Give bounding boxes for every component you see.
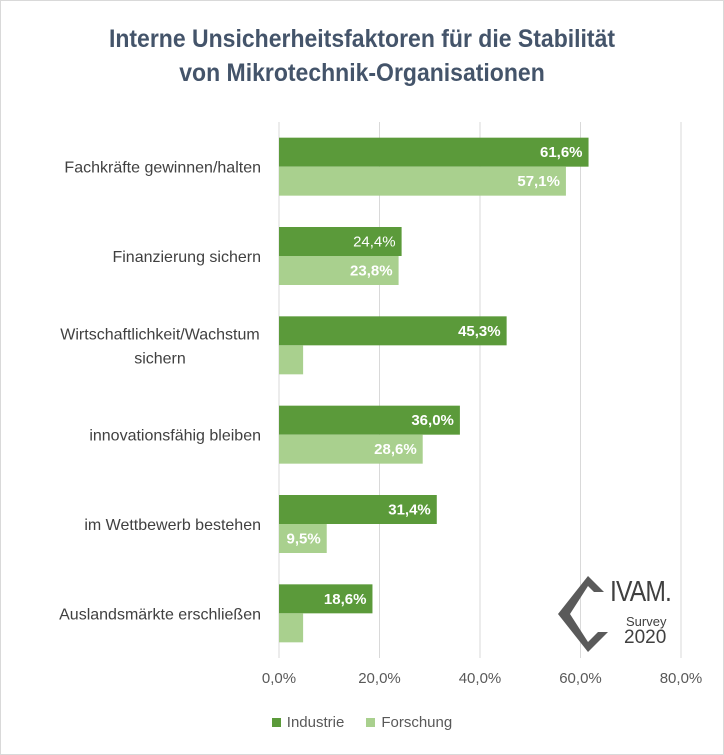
legend-item-industrie: Industrie [271,714,345,731]
bar-industrie [279,405,460,435]
bar-forschung [279,613,304,643]
data-label: 45,3% [458,323,501,340]
category-label-line: innovationsfähig bleiben [89,428,261,445]
data-label: 24,4% [353,234,396,251]
logo-diamond-icon [558,576,608,652]
data-label: 23,8% [350,263,393,280]
bar-industrie [279,495,437,524]
bar-forschung [279,166,566,196]
category-label-line: Finanzierung sichern [112,249,261,266]
legend: Industrie Forschung [0,714,724,731]
ivam-survey-logo: IVAM. Survey 2020 [556,574,686,654]
data-label: 9,5% [287,531,321,548]
category-label-line: Auslandsmärkte erschließen [59,606,261,623]
category-label: Fachkräfte gewinnen/halten [64,160,261,177]
data-label: 57,1% [517,173,560,190]
legend-swatch-industrie [271,718,281,727]
category-label: Wirtschaftlichkeit/Wachstum sichern [60,326,259,367]
category-label-line: im Wettbewerb bestehen [84,517,261,534]
category-label: Auslandsmärkte erschließen [59,606,261,623]
legend-swatch-forschung [366,718,376,727]
bar-industrie [279,316,507,346]
data-label: 28,6% [374,441,417,458]
data-label: 18,6% [324,591,367,608]
bar-forschung [279,524,327,553]
category-label: Finanzierung sichern [112,249,261,266]
legend-item-forschung: Forschung [366,714,452,731]
x-tick-label: 40,0% [459,670,502,687]
chart-title: Interne Unsicherheitsfaktoren für die St… [29,22,695,90]
legend-label-industrie: Industrie [286,714,345,731]
logo-year: 2020 [624,627,667,648]
bar-industrie [279,137,589,167]
data-label: 31,4% [388,502,431,519]
category-label: innovationsfähig bleiben [89,428,261,445]
data-label: 36,0% [411,412,454,429]
data-label: 61,6% [540,144,583,161]
bar-forschung [279,345,304,375]
chart-title-line-2: von Mikrotechnik-Organisationen [179,59,545,87]
category-label-line: Fachkräfte gewinnen/halten [64,160,261,177]
category-label: im Wettbewerb bestehen [84,517,261,534]
bar-forschung [279,256,399,285]
bar-industrie [279,584,373,614]
logo-brand: IVAM. [610,576,672,608]
x-tick-label: 20,0% [358,670,401,687]
category-label-line: sichern [134,350,186,367]
x-tick-label: 60,0% [559,670,602,687]
bar-chart: 0,0% 20,0% 40,0% 60,0% 80,0% Fachkräfte gewin… [59,122,703,687]
chart-title-line-1: Interne Unsicherheitsfaktoren für die St… [108,25,616,53]
bar-industrie [279,227,402,256]
legend-label-forschung: Forschung [381,714,453,731]
category-label-line: Wirtschaftlichkeit/Wachstum [60,326,259,343]
x-tick-label: 0,0% [262,670,296,687]
x-tick-label: 80,0% [660,670,703,687]
bar-forschung [279,434,423,464]
logo-survey: Survey [626,614,667,629]
